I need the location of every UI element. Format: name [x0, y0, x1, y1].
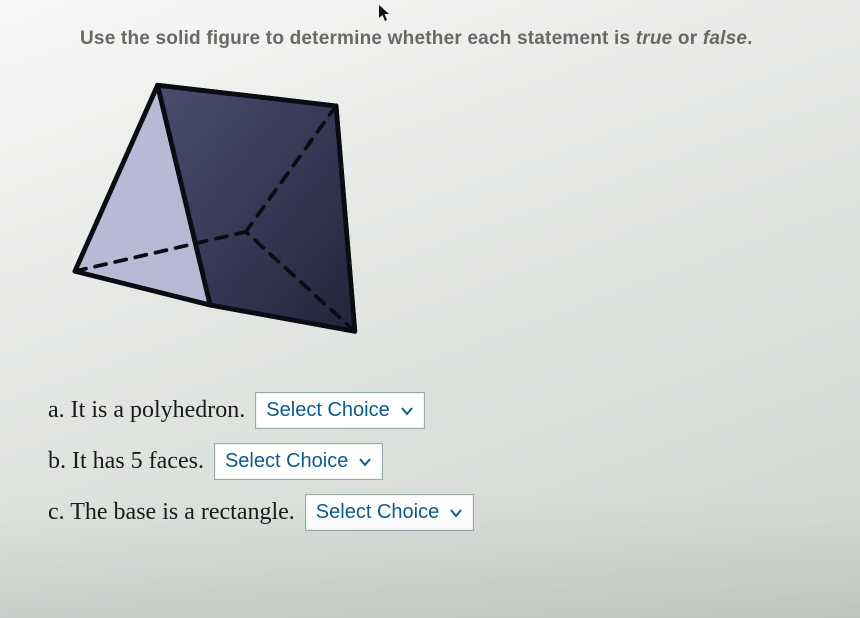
- chevron-down-icon: [400, 404, 414, 418]
- chevron-down-icon: [358, 455, 372, 469]
- question-c-label: c. The base is a rectangle.: [48, 499, 295, 526]
- solid-figure: [58, 68, 368, 358]
- question-a-label: a. It is a polyhedron.: [48, 397, 245, 424]
- instruction-text: Use the solid figure to determine whethe…: [80, 28, 820, 50]
- question-b: b. It has 5 faces. Select Choice: [48, 443, 820, 480]
- prism-svg: [58, 68, 368, 358]
- instruction-suffix: .: [747, 28, 752, 49]
- worksheet-page: Use the solid figure to determine whethe…: [0, 0, 860, 618]
- select-choice-b[interactable]: Select Choice: [214, 443, 383, 480]
- question-list: a. It is a polyhedron. Select Choice b. …: [48, 392, 820, 531]
- instruction-false: false: [703, 28, 747, 49]
- chevron-down-icon: [449, 506, 463, 520]
- select-choice-a-text: Select Choice: [266, 399, 389, 422]
- select-choice-b-text: Select Choice: [225, 450, 348, 473]
- instruction-true: true: [636, 28, 673, 49]
- question-a: a. It is a polyhedron. Select Choice: [48, 392, 820, 429]
- question-b-label: b. It has 5 faces.: [48, 448, 204, 475]
- cursor-icon: [378, 4, 392, 22]
- select-choice-c-text: Select Choice: [316, 501, 439, 524]
- instruction-prefix: Use the solid figure to determine whethe…: [80, 28, 636, 49]
- question-c: c. The base is a rectangle. Select Choic…: [48, 494, 820, 531]
- select-choice-c[interactable]: Select Choice: [305, 494, 474, 531]
- instruction-mid: or: [672, 28, 702, 49]
- select-choice-a[interactable]: Select Choice: [255, 392, 424, 429]
